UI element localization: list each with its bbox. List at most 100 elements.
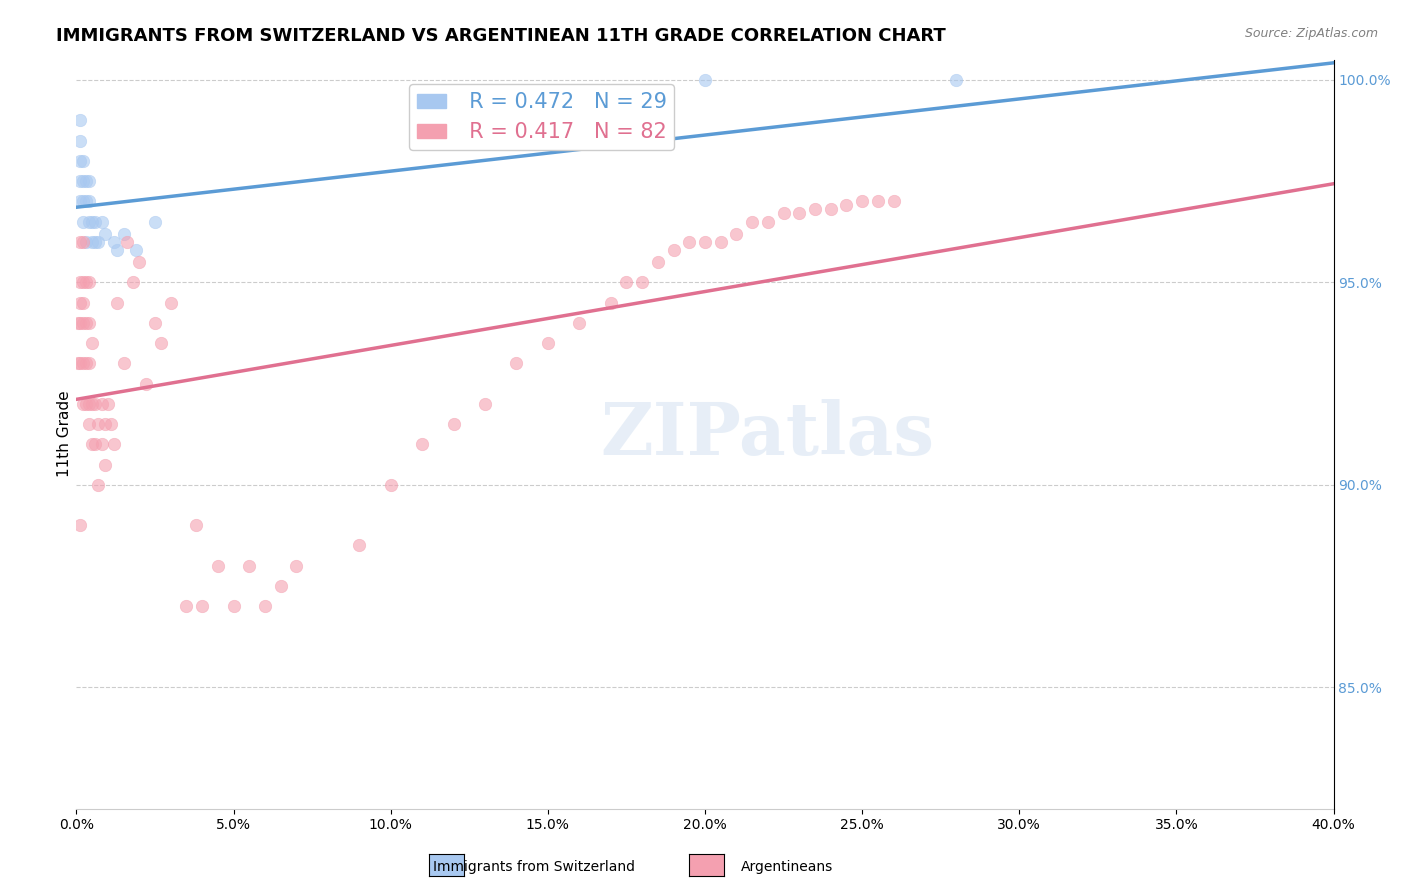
Point — [72, 153, 94, 168]
Point — [756, 214, 779, 228]
Point — [75, 194, 97, 209]
Point — [84, 235, 107, 249]
Point — [77, 397, 100, 411]
Point — [285, 558, 308, 573]
Point — [143, 214, 166, 228]
Point — [678, 235, 700, 249]
Point — [90, 437, 112, 451]
Point — [82, 235, 104, 249]
Point — [72, 356, 94, 370]
Point — [159, 295, 181, 310]
Point — [804, 202, 827, 217]
Point — [105, 243, 128, 257]
Point — [72, 174, 94, 188]
Point — [710, 235, 733, 249]
Point — [100, 417, 122, 431]
Point — [103, 437, 125, 451]
Point — [84, 437, 107, 451]
Point — [112, 227, 135, 241]
Point — [69, 153, 91, 168]
Point — [184, 518, 207, 533]
Point — [84, 397, 107, 411]
Point — [75, 275, 97, 289]
Point — [75, 356, 97, 370]
Point — [84, 214, 107, 228]
Point — [883, 194, 905, 209]
Point — [72, 194, 94, 209]
Point — [125, 243, 148, 257]
Point — [75, 174, 97, 188]
Point — [87, 417, 110, 431]
Point — [851, 194, 873, 209]
Point — [105, 295, 128, 310]
Point — [128, 255, 150, 269]
Point — [94, 227, 117, 241]
Point — [474, 397, 496, 411]
Text: Immigrants from Switzerland: Immigrants from Switzerland — [433, 860, 636, 874]
Point — [69, 113, 91, 128]
Text: IMMIGRANTS FROM SWITZERLAND VS ARGENTINEAN 11TH GRADE CORRELATION CHART: IMMIGRANTS FROM SWITZERLAND VS ARGENTINE… — [56, 27, 946, 45]
Point — [72, 275, 94, 289]
Point — [69, 134, 91, 148]
Point — [725, 227, 748, 241]
Point — [122, 275, 145, 289]
Point — [150, 336, 173, 351]
Point — [72, 397, 94, 411]
Point — [207, 558, 229, 573]
Point — [349, 539, 371, 553]
Text: ZIPatlas: ZIPatlas — [600, 399, 935, 470]
Point — [75, 235, 97, 249]
Point — [77, 194, 100, 209]
Point — [143, 316, 166, 330]
Point — [69, 356, 91, 370]
Point — [238, 558, 260, 573]
Text: Argentineans: Argentineans — [741, 860, 834, 874]
Point — [72, 235, 94, 249]
Point — [82, 397, 104, 411]
Point — [103, 235, 125, 249]
Point — [69, 194, 91, 209]
Point — [693, 235, 716, 249]
Point — [568, 316, 591, 330]
Point — [443, 417, 465, 431]
Point — [77, 275, 100, 289]
Point — [505, 356, 527, 370]
Point — [411, 437, 433, 451]
Point — [69, 518, 91, 533]
Point — [835, 198, 858, 212]
Point — [647, 255, 669, 269]
Point — [631, 275, 654, 289]
Point — [82, 437, 104, 451]
Point — [77, 417, 100, 431]
Point — [77, 356, 100, 370]
Point — [67, 356, 90, 370]
Point — [75, 316, 97, 330]
Point — [94, 417, 117, 431]
Point — [69, 235, 91, 249]
Point — [77, 316, 100, 330]
Point — [97, 397, 120, 411]
Point — [787, 206, 810, 220]
Point — [270, 579, 292, 593]
Point — [94, 458, 117, 472]
Text: Source: ZipAtlas.com: Source: ZipAtlas.com — [1244, 27, 1378, 40]
Point — [90, 397, 112, 411]
Point — [866, 194, 889, 209]
Point — [820, 202, 842, 217]
Point — [72, 214, 94, 228]
Point — [72, 295, 94, 310]
Y-axis label: 11th Grade: 11th Grade — [58, 391, 72, 477]
Point — [115, 235, 138, 249]
Point — [945, 73, 967, 87]
Point — [69, 275, 91, 289]
Point — [69, 316, 91, 330]
Point — [662, 243, 685, 257]
Point — [741, 214, 763, 228]
Point — [82, 336, 104, 351]
Point — [222, 599, 245, 614]
Point — [135, 376, 157, 391]
Point — [176, 599, 198, 614]
Point — [82, 214, 104, 228]
Legend:   R = 0.472   N = 29,   R = 0.417   N = 82: R = 0.472 N = 29, R = 0.417 N = 82 — [409, 85, 675, 150]
Point — [77, 174, 100, 188]
